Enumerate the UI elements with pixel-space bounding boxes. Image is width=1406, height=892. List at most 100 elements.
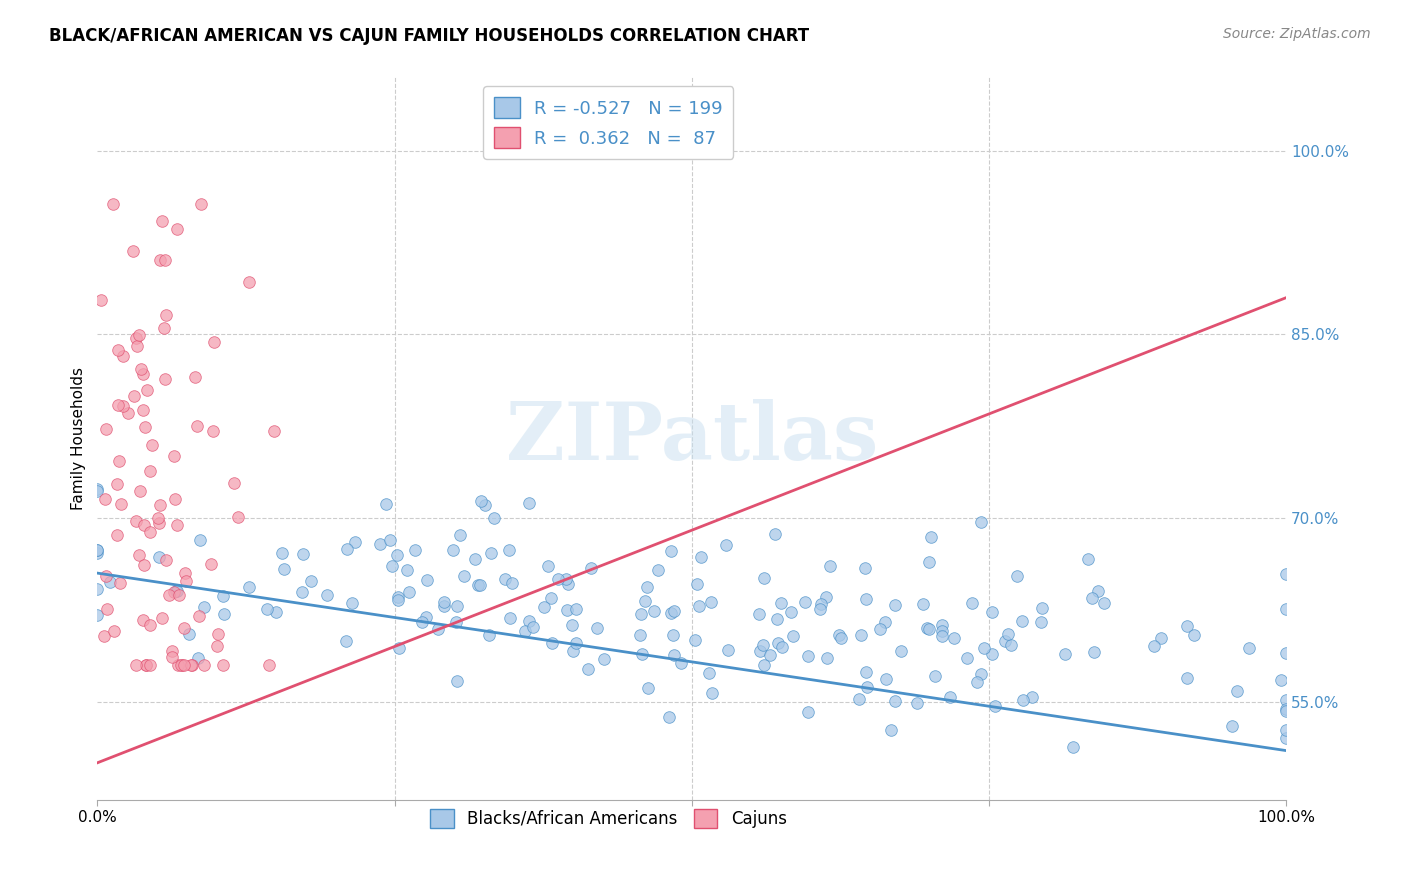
Point (931, 629, 953, 643)
Point (166, 517, 188, 532)
Point (174, 566, 197, 581)
Point (125, 339, 148, 353)
Point (96, 569, 118, 583)
Point (193, 657, 215, 672)
Point (470, 578, 492, 592)
Point (915, 621, 938, 635)
Point (433, 599, 456, 613)
Point (152, 320, 174, 334)
Point (149, 253, 172, 268)
Point (855, 665, 877, 680)
Point (94, 422, 117, 436)
Y-axis label: Family Households: Family Households (72, 367, 86, 510)
Point (169, 588, 191, 602)
Point (150, 611, 173, 625)
Point (336, 541, 359, 556)
Point (1220, 719, 1243, 733)
Point (763, 527, 786, 541)
Point (592, 652, 614, 666)
Point (830, 631, 852, 645)
Point (207, 627, 229, 641)
Point (766, 612, 789, 626)
Point (404, 543, 426, 558)
Point (875, 672, 897, 686)
Point (717, 643, 740, 657)
Point (1275, 731, 1298, 745)
Point (630, 647, 652, 661)
Point (186, 419, 208, 434)
Point (565, 602, 588, 616)
Point (960, 596, 983, 610)
Point (135, 657, 157, 672)
Point (479, 546, 502, 560)
Point (139, 464, 162, 478)
Point (200, 557, 222, 571)
Point (636, 580, 658, 594)
Point (148, 516, 170, 531)
Point (1062, 740, 1084, 755)
Point (139, 524, 162, 539)
Point (132, 613, 155, 627)
Point (1092, 596, 1115, 610)
Point (579, 561, 602, 575)
Point (136, 383, 159, 397)
Point (669, 657, 692, 671)
Point (441, 543, 464, 558)
Point (256, 602, 278, 616)
Point (782, 629, 804, 643)
Point (270, 545, 292, 559)
Point (482, 510, 505, 524)
Point (969, 666, 991, 681)
Point (966, 675, 988, 690)
Point (984, 698, 1007, 713)
Point (980, 605, 1002, 619)
Point (125, 514, 148, 528)
Point (769, 596, 792, 610)
Point (212, 589, 235, 603)
Point (202, 334, 225, 349)
Point (238, 275, 260, 289)
Point (381, 559, 404, 574)
Point (562, 644, 585, 658)
Point (141, 438, 163, 452)
Point (446, 674, 468, 689)
Point (155, 371, 177, 385)
Point (754, 571, 776, 585)
Point (766, 636, 789, 650)
Point (688, 599, 710, 613)
Point (918, 555, 941, 569)
Point (700, 595, 723, 609)
Point (446, 599, 468, 613)
Point (163, 449, 186, 463)
Point (662, 604, 685, 618)
Point (931, 624, 953, 638)
Point (160, 644, 183, 658)
Point (1275, 567, 1298, 582)
Point (931, 618, 953, 632)
Point (180, 657, 202, 672)
Text: Source: ZipAtlas.com: Source: ZipAtlas.com (1223, 27, 1371, 41)
Point (561, 618, 583, 632)
Point (134, 518, 156, 533)
Point (981, 647, 1004, 661)
Point (238, 580, 260, 594)
Point (808, 601, 831, 615)
Point (498, 542, 520, 557)
Point (108, 576, 131, 591)
Point (637, 681, 659, 695)
Point (93, 491, 115, 506)
Point (132, 403, 155, 417)
Point (780, 605, 803, 619)
Point (226, 509, 249, 524)
Point (174, 574, 197, 589)
Point (647, 564, 669, 578)
Point (166, 221, 188, 235)
Point (1150, 631, 1173, 645)
Point (856, 681, 879, 695)
Point (162, 649, 184, 664)
Point (1275, 646, 1298, 660)
Point (759, 648, 782, 662)
Point (794, 595, 817, 609)
Point (499, 611, 522, 625)
Point (628, 628, 651, 642)
